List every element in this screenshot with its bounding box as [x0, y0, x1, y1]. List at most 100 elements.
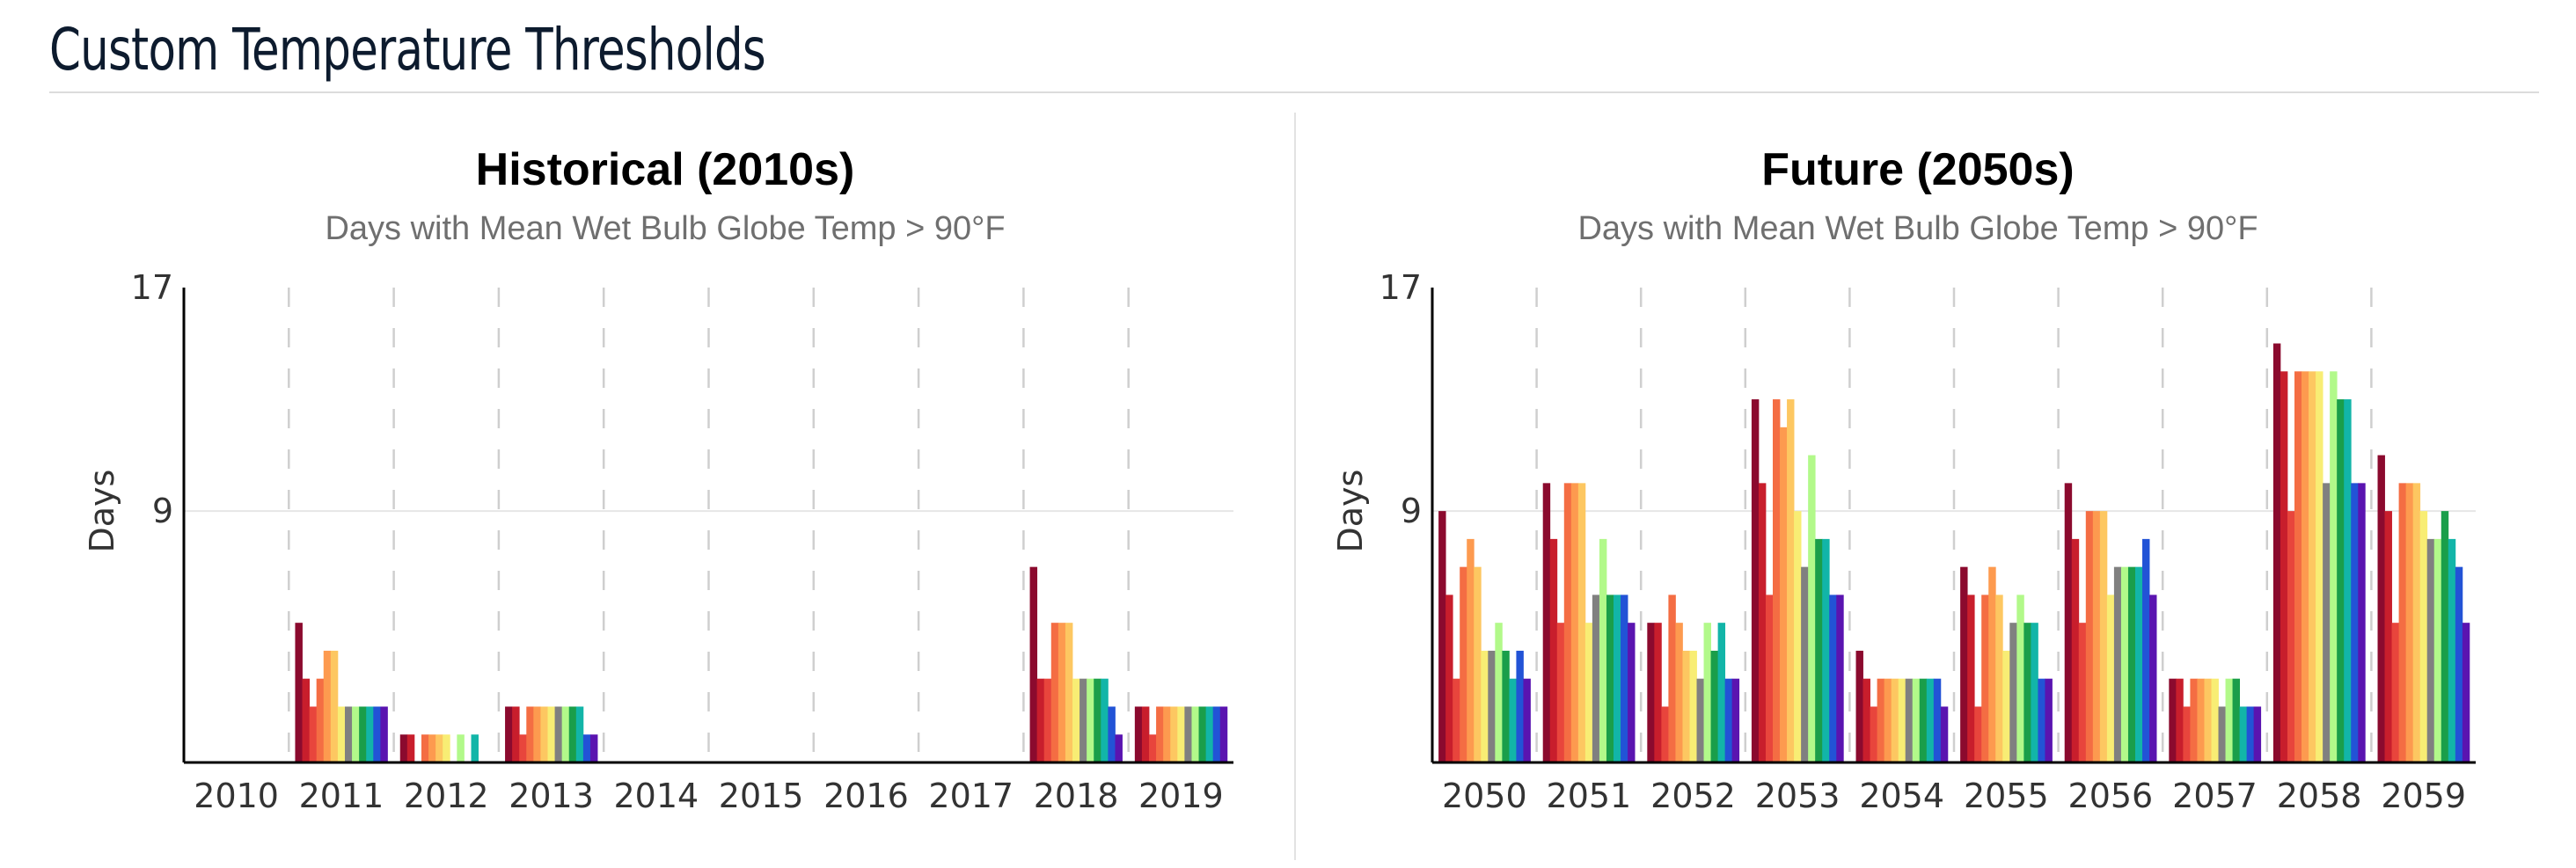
future-bar [1445, 594, 1453, 762]
future-bar [2294, 371, 2302, 762]
future-bar [1926, 678, 1935, 762]
historical-x-tick-label: 2011 [299, 777, 384, 815]
future-bar [2190, 678, 2198, 762]
future-bar [2272, 343, 2281, 762]
historical-y-axis-label: Days [83, 470, 121, 553]
future-bar [2204, 678, 2212, 762]
future-bar [1682, 650, 1690, 762]
future-bar [2426, 538, 2435, 762]
future-bar [2009, 623, 2017, 762]
future-bar [1751, 399, 1760, 762]
future-bar [1787, 399, 1795, 762]
future-y-tick-label: 17 [1379, 268, 1422, 307]
historical-bar [316, 678, 325, 762]
future-bar [1703, 623, 1711, 762]
future-bar [1815, 538, 1823, 762]
future-bar [2078, 623, 2087, 762]
historical-y-tick-label: 9 [152, 492, 173, 530]
historical-bar [561, 706, 570, 762]
historical-bar [295, 623, 303, 762]
future-bar [2309, 371, 2316, 762]
historical-bar [1094, 678, 1101, 762]
future-bar [1474, 566, 1482, 762]
historical-x-tick-label: 2015 [719, 777, 804, 815]
historical-bar [1101, 678, 1109, 762]
historical-bar [406, 734, 415, 762]
future-bar [1675, 623, 1683, 762]
future-bar [1981, 594, 1989, 762]
future-x-tick-label: 2053 [1755, 777, 1841, 815]
future-bar [2197, 678, 2205, 762]
future-bar [1488, 650, 1496, 762]
future-bar [1606, 594, 1614, 762]
future-bar [1647, 623, 1655, 762]
future-bar [2023, 623, 2031, 762]
future-bar [2232, 678, 2240, 762]
historical-bar [1115, 734, 1123, 762]
historical-x-tick-label: 2018 [1034, 777, 1119, 815]
future-bar [2064, 483, 2073, 762]
future-x-tick-label: 2050 [1442, 777, 1527, 815]
future-bar [2316, 371, 2324, 762]
future-bar [2358, 483, 2366, 762]
future-bar [2351, 483, 2359, 762]
future-bar [1933, 678, 1942, 762]
historical-bar [443, 734, 450, 762]
future-bar [1829, 594, 1837, 762]
future-bar [2127, 566, 2136, 762]
historical-bar [1065, 623, 1073, 762]
historical-x-tick-label: 2016 [823, 777, 909, 815]
future-bar [1855, 650, 1863, 762]
historical-bar [323, 650, 332, 762]
future-bar [1974, 706, 1982, 762]
future-bar [1891, 678, 1899, 762]
future-bar [1481, 650, 1489, 762]
future-bar [2280, 371, 2288, 762]
future-bar [1773, 399, 1781, 762]
historical-x-tick-label: 2013 [509, 777, 594, 815]
future-bar [1613, 594, 1621, 762]
future-bar [1467, 538, 1475, 762]
historical-bar [1029, 566, 1038, 762]
future-bar [1599, 538, 1607, 762]
future-bar [2441, 511, 2449, 762]
future-bar [1877, 678, 1885, 762]
future-bar [1995, 594, 2003, 762]
future-x-tick-label: 2054 [1859, 777, 1944, 815]
future-bar [1592, 594, 1600, 762]
future-bar [2302, 371, 2309, 762]
historical-bar [352, 706, 360, 762]
historical-bar [526, 706, 534, 762]
historical-bar [366, 706, 374, 762]
future-bar [2462, 623, 2470, 762]
historical-bar [380, 706, 388, 762]
historical-y-tick-label: 17 [131, 268, 173, 307]
panel-divider [1294, 113, 1296, 860]
future-bar [2323, 483, 2331, 762]
future-bar [2412, 483, 2421, 762]
future-bar [1460, 566, 1467, 762]
future-bar [1758, 483, 1767, 762]
future-bar [2330, 371, 2338, 762]
future-chart-title: Future (2050s) [1761, 144, 2074, 195]
future-bar [2337, 399, 2345, 762]
future-bar [1884, 678, 1892, 762]
historical-bar [1043, 678, 1052, 762]
future-bar [2113, 566, 2122, 762]
historical-bar [309, 706, 318, 762]
historical-bar [1036, 678, 1045, 762]
future-bar [2218, 706, 2226, 762]
historical-bar [457, 734, 465, 762]
historical-bar [1219, 706, 1228, 762]
future-y-tick-label: 9 [1401, 492, 1422, 530]
future-x-tick-label: 2059 [2381, 777, 2466, 815]
future-x-tick-label: 2056 [2068, 777, 2154, 815]
historical-bar [1141, 706, 1150, 762]
future-bar [2016, 594, 2024, 762]
future-bar [1549, 538, 1558, 762]
historical-bar [1191, 706, 1199, 762]
historical-bar [582, 734, 591, 762]
future-bar [2120, 566, 2129, 762]
historical-bar [589, 734, 598, 762]
historical-x-tick-label: 2019 [1138, 777, 1224, 815]
